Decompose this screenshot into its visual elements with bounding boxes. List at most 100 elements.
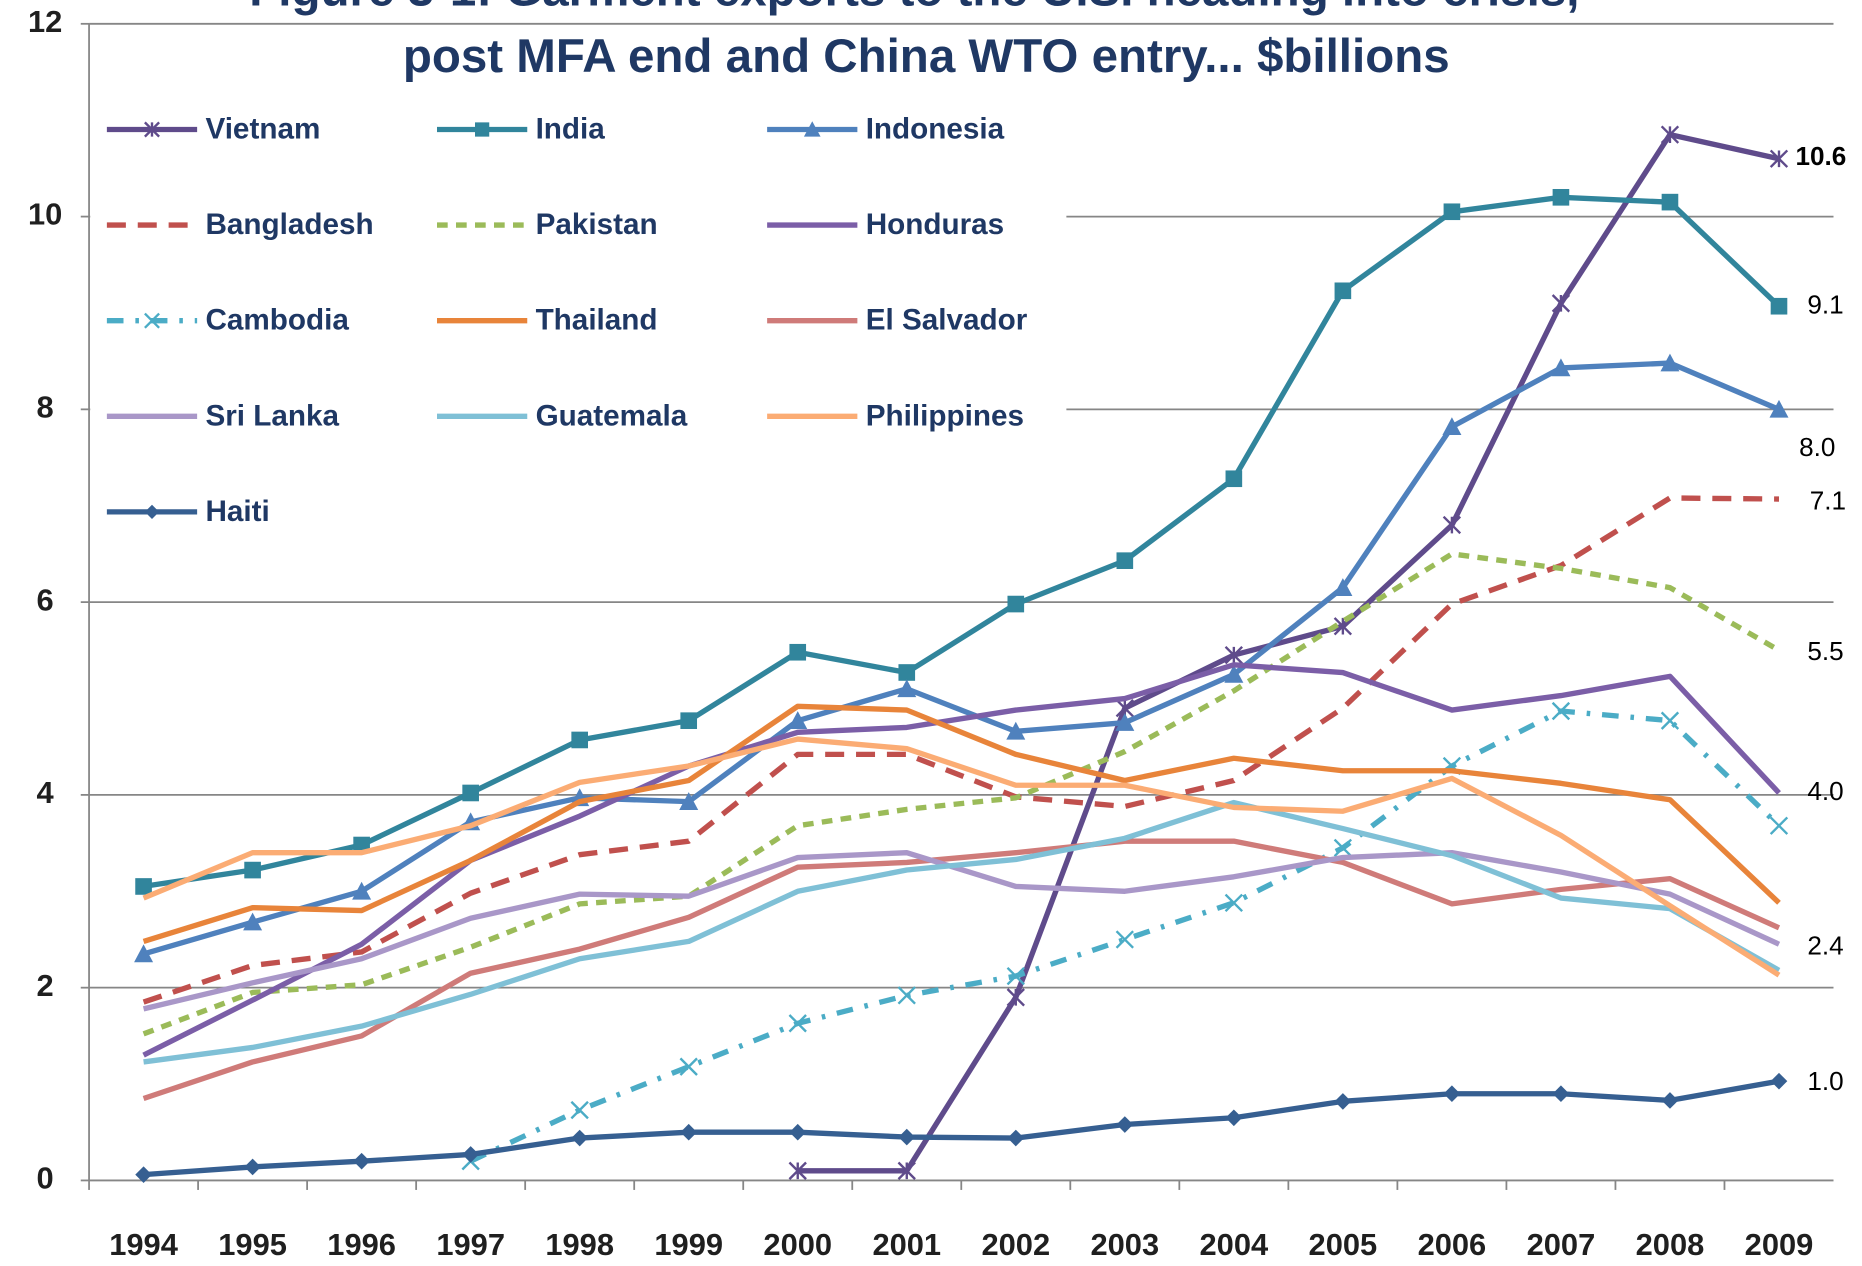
marker	[1443, 1085, 1461, 1103]
marker	[1660, 125, 1680, 144]
x-tick-label: 2001	[872, 1227, 941, 1262]
marker	[1224, 645, 1244, 665]
legend-label: Thailand	[536, 304, 658, 337]
series-line	[142, 703, 1781, 944]
marker	[1660, 711, 1680, 730]
y-tick-label: 10	[28, 197, 62, 232]
marker	[462, 784, 479, 802]
y-tick-label: 0	[37, 1161, 54, 1196]
legend-label: Guatemala	[536, 399, 688, 432]
series-line	[143, 799, 1781, 1065]
legend-label: Pakistan	[536, 208, 658, 241]
annotation: 1.0	[1807, 1066, 1843, 1096]
x-tick-label: 2005	[1309, 1227, 1378, 1262]
x-tick-label: 2009	[1745, 1227, 1814, 1262]
series-line	[142, 360, 1781, 957]
marker	[1769, 399, 1789, 418]
marker	[1224, 664, 1244, 683]
legend-label: Cambodia	[205, 304, 349, 337]
marker	[1551, 701, 1571, 721]
y-tick-label: 2	[37, 968, 54, 1003]
marker	[571, 731, 588, 749]
marker	[679, 792, 699, 810]
marker	[144, 312, 160, 329]
series-line	[142, 850, 1781, 1012]
marker	[571, 1129, 588, 1147]
marker	[897, 679, 917, 698]
marker	[243, 912, 263, 931]
marker	[898, 664, 916, 681]
y-tick-label: 8	[37, 390, 54, 425]
marker	[134, 944, 154, 963]
marker	[1334, 282, 1352, 300]
legend-background	[90, 80, 1067, 559]
marker	[1116, 552, 1134, 569]
series-line	[797, 131, 1780, 1174]
y-tick-label: 6	[37, 582, 54, 617]
x-tick-label: 1997	[436, 1227, 505, 1262]
x-tick-label: 2008	[1636, 1227, 1705, 1262]
legend-label: Vietnam	[205, 113, 320, 146]
marker	[1006, 966, 1025, 986]
marker	[352, 881, 372, 900]
x-tick-label: 1994	[109, 1227, 178, 1262]
marker	[1224, 893, 1244, 912]
marker	[1769, 816, 1789, 835]
marker	[1116, 1116, 1134, 1133]
marker	[789, 1123, 807, 1141]
x-tick-label: 2004	[1200, 1227, 1269, 1262]
marker	[1115, 713, 1135, 731]
marker	[135, 878, 152, 895]
legend-label: Indonesia	[866, 113, 1005, 146]
marker	[462, 1146, 479, 1163]
marker	[1661, 193, 1679, 211]
x-tick-label: 2002	[981, 1227, 1050, 1262]
annotation: 10.6	[1796, 141, 1847, 171]
marker	[144, 121, 160, 138]
series-line	[142, 495, 1780, 1005]
marker	[898, 1128, 916, 1146]
marker	[803, 121, 821, 137]
annotation: 2.4	[1807, 931, 1843, 961]
marker	[1770, 1072, 1788, 1090]
marker	[570, 1100, 589, 1120]
series-line	[142, 838, 1781, 1102]
marker	[1552, 188, 1570, 206]
x-tick-label: 1999	[654, 1227, 723, 1262]
plot	[134, 125, 1789, 1183]
x-tick-label: 2003	[1090, 1227, 1159, 1262]
y-tick-label: 4	[37, 775, 54, 810]
marker	[789, 643, 807, 661]
marker	[1007, 595, 1025, 613]
marker	[244, 1158, 261, 1176]
marker	[788, 711, 808, 729]
marker	[1333, 838, 1353, 858]
marker	[1443, 203, 1461, 221]
marker	[1225, 1109, 1243, 1127]
series-line	[142, 551, 1781, 1037]
x-tick-label: 2000	[763, 1227, 832, 1262]
marker	[679, 1057, 698, 1076]
marker	[353, 1152, 370, 1170]
legend-label: Haiti	[205, 495, 269, 528]
series-line	[143, 1078, 1780, 1178]
annotation: 7.1	[1810, 485, 1846, 515]
marker	[1442, 515, 1462, 535]
marker	[1007, 1129, 1025, 1147]
marker	[1115, 930, 1134, 949]
legend-label: Philippines	[866, 399, 1024, 432]
marker	[1333, 578, 1353, 596]
legend-label: Honduras	[866, 208, 1004, 241]
marker	[1552, 1085, 1570, 1103]
marker	[788, 1161, 807, 1180]
y-tick-label: 12	[28, 4, 62, 39]
annotation: 8.0	[1799, 432, 1835, 462]
x-tick-label: 1995	[218, 1227, 287, 1262]
legend-label: India	[536, 113, 606, 146]
x-tick-label: 1998	[545, 1227, 614, 1262]
marker	[897, 1161, 916, 1180]
marker	[1770, 297, 1788, 315]
marker	[680, 1123, 698, 1141]
marker	[1660, 353, 1680, 372]
